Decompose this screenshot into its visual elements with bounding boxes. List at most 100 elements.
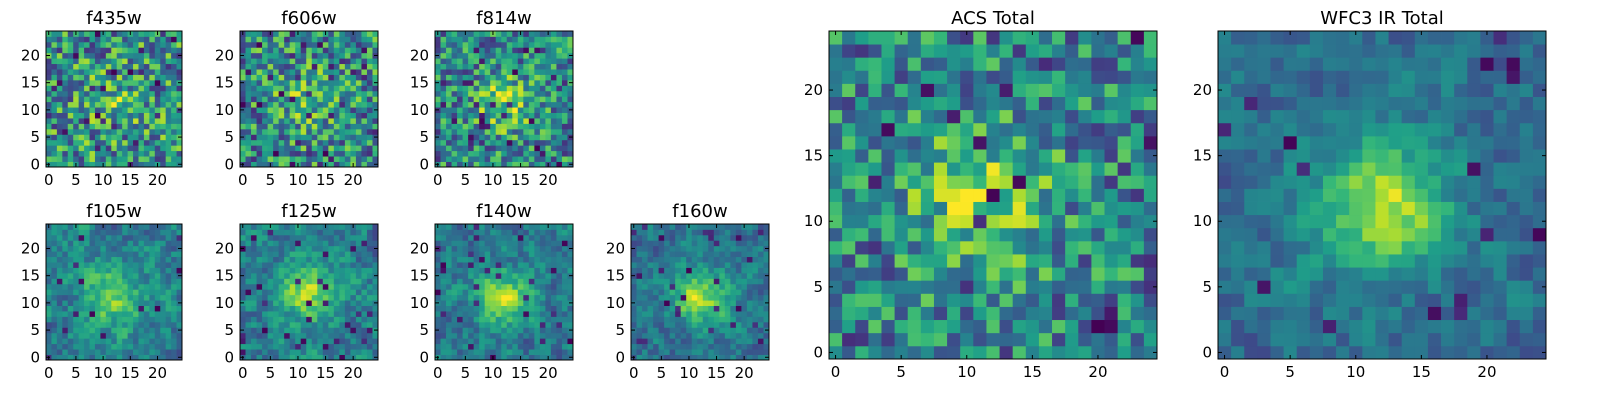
heatmap-cell	[94, 74, 101, 81]
heatmap-cell	[165, 36, 172, 43]
heatmap-cell	[642, 240, 648, 247]
heatmap-cell	[457, 267, 463, 274]
heatmap-cell	[517, 343, 524, 350]
heatmap-cell	[62, 123, 69, 130]
heatmap-cell	[278, 74, 285, 81]
heatmap-cell	[46, 69, 52, 75]
heatmap-cell	[46, 58, 52, 65]
heatmap-cell	[295, 118, 302, 124]
heatmap-cell	[355, 36, 362, 43]
heatmap-cell	[295, 338, 302, 345]
heatmap-cell	[46, 63, 52, 70]
heatmap-cell	[251, 90, 257, 97]
heatmap-cell	[1117, 214, 1132, 229]
heatmap-cell	[462, 316, 469, 323]
heatmap-cell	[842, 214, 856, 229]
heatmap-cell	[855, 332, 869, 347]
heatmap-cell	[561, 52, 568, 59]
heatmap-cell	[501, 316, 508, 323]
heatmap-cell	[561, 36, 568, 43]
heatmap-cell	[730, 349, 737, 355]
heatmap-cell	[752, 294, 759, 301]
heatmap-cell	[539, 52, 546, 59]
heatmap-cell	[372, 74, 379, 81]
heatmap-cell	[262, 118, 268, 124]
heatmap-cell	[1038, 201, 1053, 216]
heatmap-cell	[245, 150, 252, 157]
heatmap-cell	[512, 354, 519, 361]
heatmap-cell	[127, 41, 134, 48]
heatmap-cell	[78, 156, 85, 162]
heatmap-cell	[556, 134, 563, 141]
heatmap-cell	[550, 343, 557, 350]
heatmap-cell	[355, 300, 362, 306]
heatmap-cell	[501, 332, 508, 339]
heatmap-cell	[523, 256, 530, 263]
heatmap-cell	[339, 327, 346, 334]
heatmap-cell	[333, 96, 340, 103]
heatmap-cell	[138, 289, 145, 296]
heatmap-cell	[724, 256, 731, 263]
heatmap-cell	[73, 63, 80, 70]
heatmap-cell	[435, 156, 441, 162]
heatmap-cell	[344, 224, 351, 230]
heatmap-cell	[84, 338, 90, 345]
heatmap-cell	[713, 321, 720, 328]
heatmap-cell	[361, 272, 368, 279]
heatmap-cell	[855, 162, 869, 176]
heatmap-cell	[490, 316, 497, 323]
heatmap-cell	[116, 134, 123, 141]
heatmap-cell	[894, 214, 909, 229]
heatmap-cell	[300, 262, 307, 268]
heatmap-cell	[339, 150, 346, 157]
heatmap-cell	[842, 227, 856, 242]
heatmap-cell	[1117, 188, 1132, 202]
heatmap-cell	[317, 150, 324, 157]
heatmap-cell	[256, 240, 263, 247]
heatmap-cell	[339, 41, 346, 48]
heatmap-cell	[512, 150, 519, 157]
heatmap-cell	[273, 229, 280, 236]
heatmap-cell	[440, 321, 447, 328]
heatmap-cell	[46, 278, 52, 285]
heatmap-cell	[322, 156, 329, 162]
heatmap-cell	[165, 134, 172, 141]
heatmap-cell	[176, 112, 183, 119]
heatmap-cell	[51, 128, 58, 135]
heatmap-cell	[539, 234, 546, 241]
heatmap-cell	[89, 74, 96, 81]
heatmap-cell	[517, 139, 524, 146]
heatmap-cell	[556, 52, 563, 59]
heatmap-cell	[523, 262, 530, 268]
heatmap-cell	[561, 289, 568, 296]
heatmap-cell	[534, 251, 541, 258]
heatmap-cell	[669, 272, 676, 279]
heatmap-cell	[1078, 280, 1092, 294]
heatmap-cell	[262, 251, 268, 258]
heatmap-cell	[300, 128, 307, 135]
heatmap-cell	[642, 343, 648, 350]
heatmap-cell	[306, 343, 313, 350]
heatmap-cell	[267, 118, 274, 124]
heatmap-cell	[350, 234, 357, 241]
heatmap-cell	[366, 101, 373, 108]
heatmap-cell	[986, 254, 1000, 268]
heatmap-cell	[322, 52, 329, 59]
heatmap-cell	[350, 245, 357, 252]
heatmap-cell	[350, 69, 357, 75]
heatmap-cell	[986, 280, 1000, 294]
heatmap-cell	[1143, 332, 1158, 347]
heatmap-cell	[894, 175, 909, 189]
heatmap-cell	[317, 107, 324, 113]
heatmap-cell	[51, 229, 58, 236]
heatmap-cell	[317, 47, 324, 54]
heatmap-cell	[664, 343, 671, 350]
heatmap-cell	[842, 175, 856, 189]
heatmap-cell	[457, 52, 463, 59]
heatmap-cell	[752, 311, 759, 317]
heatmap-cell	[62, 150, 69, 157]
heatmap-cell	[256, 256, 263, 263]
heatmap-cell	[84, 36, 90, 43]
heatmap-cell	[94, 300, 101, 306]
heatmap-cell	[534, 229, 541, 236]
